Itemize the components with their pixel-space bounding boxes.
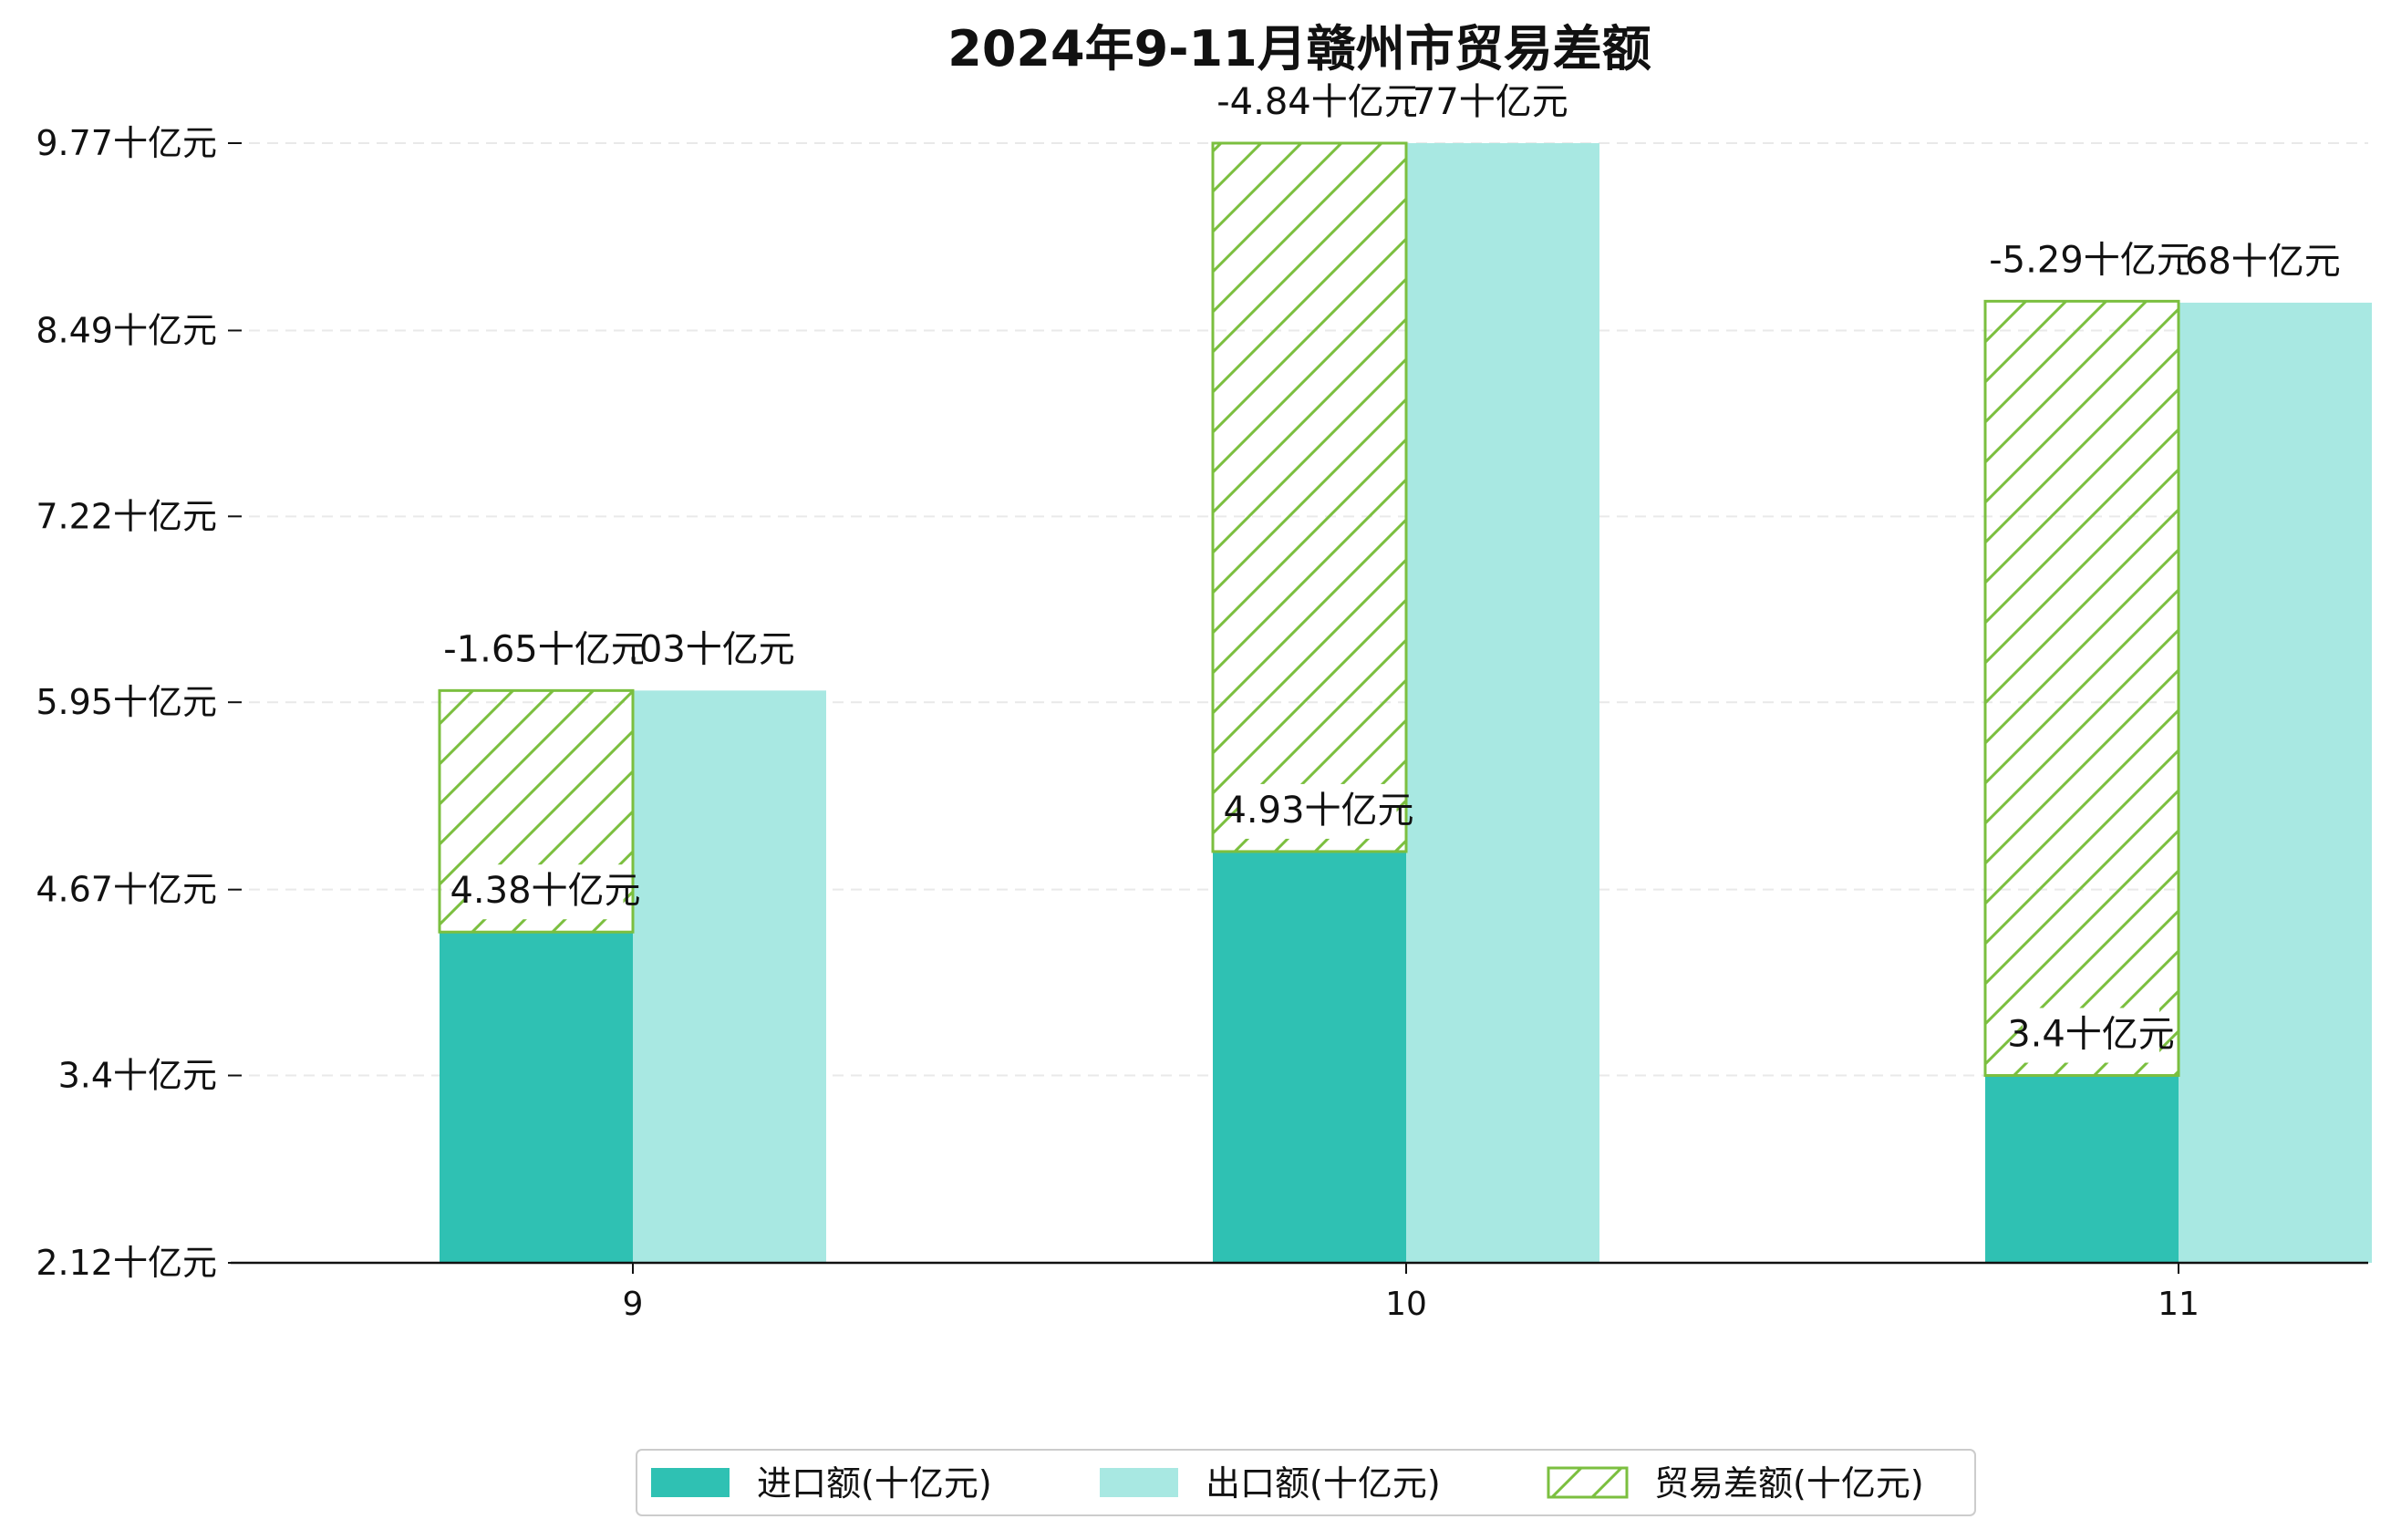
data-label-box bbox=[467, 864, 624, 920]
data-label-box bbox=[2189, 234, 2325, 290]
data-label-text: .77十亿元 bbox=[1401, 81, 1568, 123]
data-label: -4.84十亿元 bbox=[1216, 76, 1421, 130]
bars bbox=[438, 141, 2372, 1263]
legend-label-imports: 进口额(十亿元) bbox=[757, 1463, 992, 1504]
data-label: -1.65十亿元 bbox=[443, 623, 647, 678]
legend-label-exports: 出口额(十亿元) bbox=[1206, 1463, 1441, 1504]
legend-label-balance: 贸易差额(十亿元) bbox=[1654, 1463, 1924, 1504]
y-axis: 2.12十亿元 3.4十亿元 4.67十亿元 5.95十亿元 7.22十亿元 8.49十亿… bbox=[36, 123, 242, 1283]
data-label-box bbox=[2003, 233, 2179, 289]
bar-exports bbox=[1406, 143, 1599, 1263]
data-label: .77十亿元 bbox=[1401, 76, 1568, 130]
y-tick-label: 2.12十亿元 bbox=[36, 1243, 217, 1283]
data-label-box bbox=[2023, 1008, 2159, 1063]
y-tick-label: 3.4十亿元 bbox=[58, 1056, 217, 1096]
chart-title: 2024年9-11月赣州市贸易差额 bbox=[947, 20, 1651, 78]
data-label-box bbox=[1240, 783, 1397, 839]
y-tick-label: 8.49十亿元 bbox=[36, 310, 217, 350]
data-label-text: -5.29十亿元 bbox=[1989, 239, 2193, 281]
data-labels: 4.38十亿元 -1.65十亿元.03十亿元 4.93十亿元 -4.84十亿元.77十… bbox=[443, 76, 2341, 1063]
y-tick-label: 7.22十亿元 bbox=[36, 496, 217, 536]
data-label: .03十亿元 bbox=[627, 623, 795, 678]
y-tick-label: 5.95十亿元 bbox=[36, 682, 217, 722]
bar-imports bbox=[1985, 1075, 2179, 1263]
legend-swatch-balance bbox=[1547, 1466, 1629, 1499]
data-label-text: .68十亿元 bbox=[2173, 241, 2341, 283]
legend-swatch-exports bbox=[1100, 1468, 1178, 1497]
bar-imports bbox=[1213, 851, 1406, 1263]
data-label-text: -1.65十亿元 bbox=[443, 628, 647, 670]
x-tick-label: 11 bbox=[2158, 1286, 2200, 1323]
legend: 进口额(十亿元) 出口额(十亿元) 贸易差额(十亿元) bbox=[636, 1449, 1976, 1516]
data-label-box bbox=[458, 623, 633, 678]
data-label-text: -4.84十亿元 bbox=[1216, 81, 1421, 123]
x-tick-label: 10 bbox=[1385, 1286, 1427, 1323]
data-label-box bbox=[643, 623, 780, 678]
y-tick-label: 4.67十亿元 bbox=[36, 870, 217, 910]
data-label: 4.93十亿元 bbox=[1223, 783, 1414, 839]
legend-frame bbox=[636, 1449, 1976, 1516]
data-label: -5.29十亿元 bbox=[1989, 233, 2193, 289]
data-label: 3.4十亿元 bbox=[2007, 1008, 2175, 1063]
data-label-text: .03十亿元 bbox=[627, 628, 795, 670]
bar-balance bbox=[1211, 141, 1408, 853]
legend-swatch-imports bbox=[651, 1468, 730, 1497]
y-tick-label: 9.77十亿元 bbox=[36, 123, 217, 163]
data-label-box bbox=[1231, 76, 1406, 130]
data-label-text: 4.38十亿元 bbox=[450, 870, 640, 912]
bar-exports bbox=[2179, 302, 2372, 1263]
x-axis: 9 10 11 bbox=[623, 1263, 2200, 1323]
bar-balance bbox=[1983, 299, 2180, 1078]
x-tick-label: 9 bbox=[623, 1286, 644, 1323]
bar-imports bbox=[440, 932, 633, 1263]
data-label-box bbox=[1416, 76, 1553, 130]
bar-exports bbox=[633, 690, 826, 1263]
data-label: .68十亿元 bbox=[2173, 234, 2341, 290]
data-label: 4.38十亿元 bbox=[450, 864, 641, 920]
data-label-text: 3.4十亿元 bbox=[2007, 1014, 2175, 1056]
data-label-text: 4.93十亿元 bbox=[1223, 790, 1413, 832]
